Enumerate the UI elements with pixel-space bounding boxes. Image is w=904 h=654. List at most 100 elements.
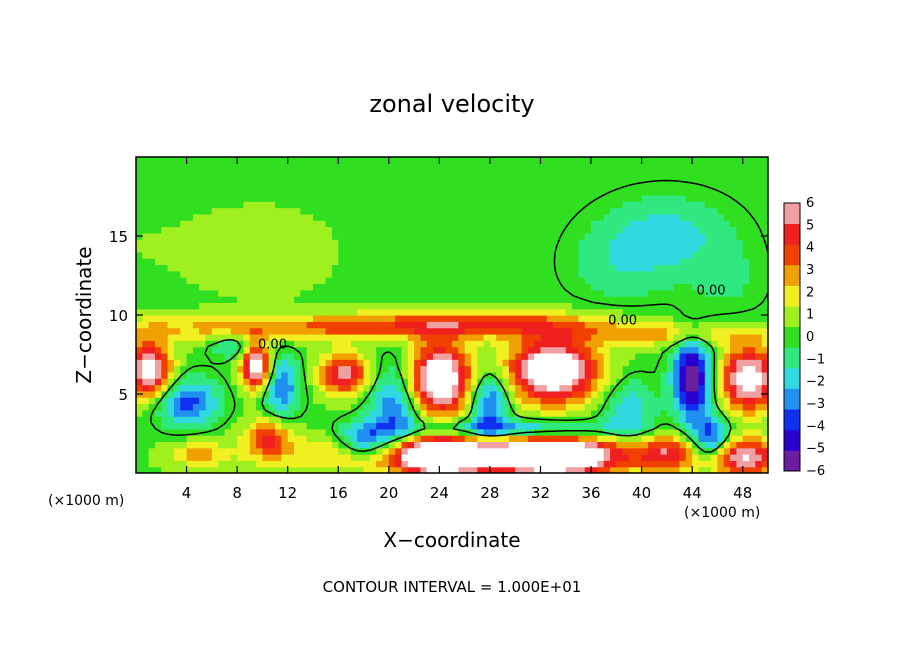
heatmap-cell bbox=[483, 163, 491, 171]
heatmap-cell bbox=[224, 277, 232, 284]
heatmap-cell bbox=[527, 466, 535, 473]
heatmap-cell bbox=[647, 409, 655, 417]
heatmap-cell bbox=[357, 346, 365, 354]
heatmap-cell bbox=[584, 346, 592, 354]
heatmap-cell bbox=[319, 409, 327, 417]
heatmap-cell bbox=[692, 264, 700, 272]
heatmap-cell bbox=[647, 270, 655, 278]
heatmap-cell bbox=[136, 239, 143, 247]
heatmap-cell bbox=[692, 251, 700, 259]
heatmap-cell bbox=[382, 371, 390, 379]
heatmap-cell bbox=[218, 428, 226, 436]
heatmap-cell bbox=[414, 333, 421, 341]
heatmap-cell bbox=[464, 340, 472, 348]
heatmap-cell bbox=[136, 169, 143, 177]
heatmap-cell bbox=[483, 220, 491, 228]
heatmap-cell bbox=[306, 213, 314, 221]
heatmap-cell bbox=[211, 169, 219, 177]
heatmap-cell bbox=[445, 213, 453, 221]
heatmap-cell bbox=[167, 289, 175, 297]
heatmap-cell bbox=[704, 264, 712, 272]
heatmap-cell bbox=[243, 213, 251, 221]
heatmap-cell bbox=[256, 207, 263, 215]
heatmap-cell bbox=[673, 371, 681, 379]
heatmap-cell bbox=[350, 327, 358, 335]
heatmap-cell bbox=[426, 188, 434, 196]
heatmap-cell bbox=[281, 441, 289, 449]
heatmap-cell bbox=[199, 447, 207, 455]
heatmap-cell bbox=[736, 447, 744, 455]
heatmap-cell bbox=[477, 441, 485, 449]
heatmap-cell bbox=[704, 175, 712, 183]
heatmap-cell bbox=[350, 201, 358, 209]
heatmap-cell bbox=[508, 460, 516, 468]
heatmap-cell bbox=[742, 422, 750, 430]
heatmap-cell bbox=[723, 157, 731, 164]
heatmap-cell bbox=[136, 340, 143, 348]
heatmap-cell bbox=[192, 258, 200, 266]
heatmap-cell bbox=[243, 194, 251, 202]
heatmap-cell bbox=[382, 315, 390, 322]
heatmap-cell bbox=[414, 188, 421, 196]
heatmap-cell bbox=[591, 270, 598, 278]
heatmap-cell bbox=[357, 340, 365, 348]
heatmap-cell bbox=[502, 232, 510, 240]
heatmap-cell bbox=[641, 454, 649, 461]
heatmap-cell bbox=[603, 163, 611, 171]
heatmap-cell bbox=[312, 201, 320, 209]
heatmap-cell bbox=[331, 213, 339, 221]
heatmap-cell bbox=[540, 194, 548, 202]
heatmap-cell bbox=[622, 207, 630, 215]
heatmap-cell bbox=[224, 289, 232, 297]
heatmap-cell bbox=[540, 289, 548, 297]
heatmap-cell bbox=[540, 220, 548, 228]
heatmap-cell bbox=[395, 371, 403, 379]
heatmap-cell bbox=[154, 277, 162, 284]
heatmap-cell bbox=[647, 447, 655, 455]
heatmap-cell bbox=[401, 232, 409, 240]
heatmap-cell bbox=[300, 226, 308, 234]
heatmap-cell bbox=[559, 302, 567, 310]
heatmap-cell bbox=[553, 289, 561, 297]
heatmap-cell bbox=[616, 270, 624, 278]
heatmap-cell bbox=[477, 220, 485, 228]
heatmap-cell bbox=[470, 466, 478, 473]
heatmap-cell bbox=[401, 333, 409, 341]
heatmap-cell bbox=[363, 188, 371, 196]
heatmap-cell bbox=[673, 188, 681, 196]
heatmap-cell bbox=[508, 175, 516, 183]
heatmap-cell bbox=[445, 397, 453, 405]
heatmap-cell bbox=[426, 308, 434, 316]
heatmap-cell bbox=[458, 397, 466, 405]
heatmap-cell bbox=[420, 207, 428, 215]
heatmap-cell bbox=[420, 321, 428, 329]
heatmap-cell bbox=[319, 194, 327, 202]
heatmap-cell bbox=[173, 333, 181, 341]
heatmap-cell bbox=[376, 340, 384, 348]
heatmap-cell bbox=[211, 428, 219, 436]
heatmap-cell bbox=[224, 384, 232, 392]
heatmap-cell bbox=[458, 371, 466, 379]
heatmap-cell bbox=[325, 194, 333, 202]
heatmap-cell bbox=[591, 232, 598, 240]
heatmap-cell bbox=[136, 296, 143, 303]
heatmap-cell bbox=[154, 390, 162, 398]
heatmap-cell bbox=[445, 157, 453, 164]
heatmap-cell bbox=[610, 359, 617, 367]
heatmap-cell bbox=[470, 157, 478, 164]
heatmap-cell bbox=[654, 213, 662, 221]
heatmap-cell bbox=[331, 371, 339, 379]
heatmap-cell bbox=[218, 277, 226, 284]
heatmap-cell bbox=[704, 213, 712, 221]
heatmap-cell bbox=[534, 194, 542, 202]
heatmap-cell bbox=[559, 371, 567, 379]
heatmap-cell bbox=[622, 365, 630, 373]
heatmap-cell bbox=[540, 163, 548, 171]
heatmap-cell bbox=[224, 422, 232, 430]
heatmap-cell bbox=[654, 321, 662, 329]
heatmap-cell bbox=[704, 460, 712, 468]
heatmap-cell bbox=[483, 466, 491, 473]
heatmap-cell bbox=[628, 239, 636, 247]
heatmap-cell bbox=[338, 333, 346, 341]
heatmap-cell bbox=[673, 239, 681, 247]
